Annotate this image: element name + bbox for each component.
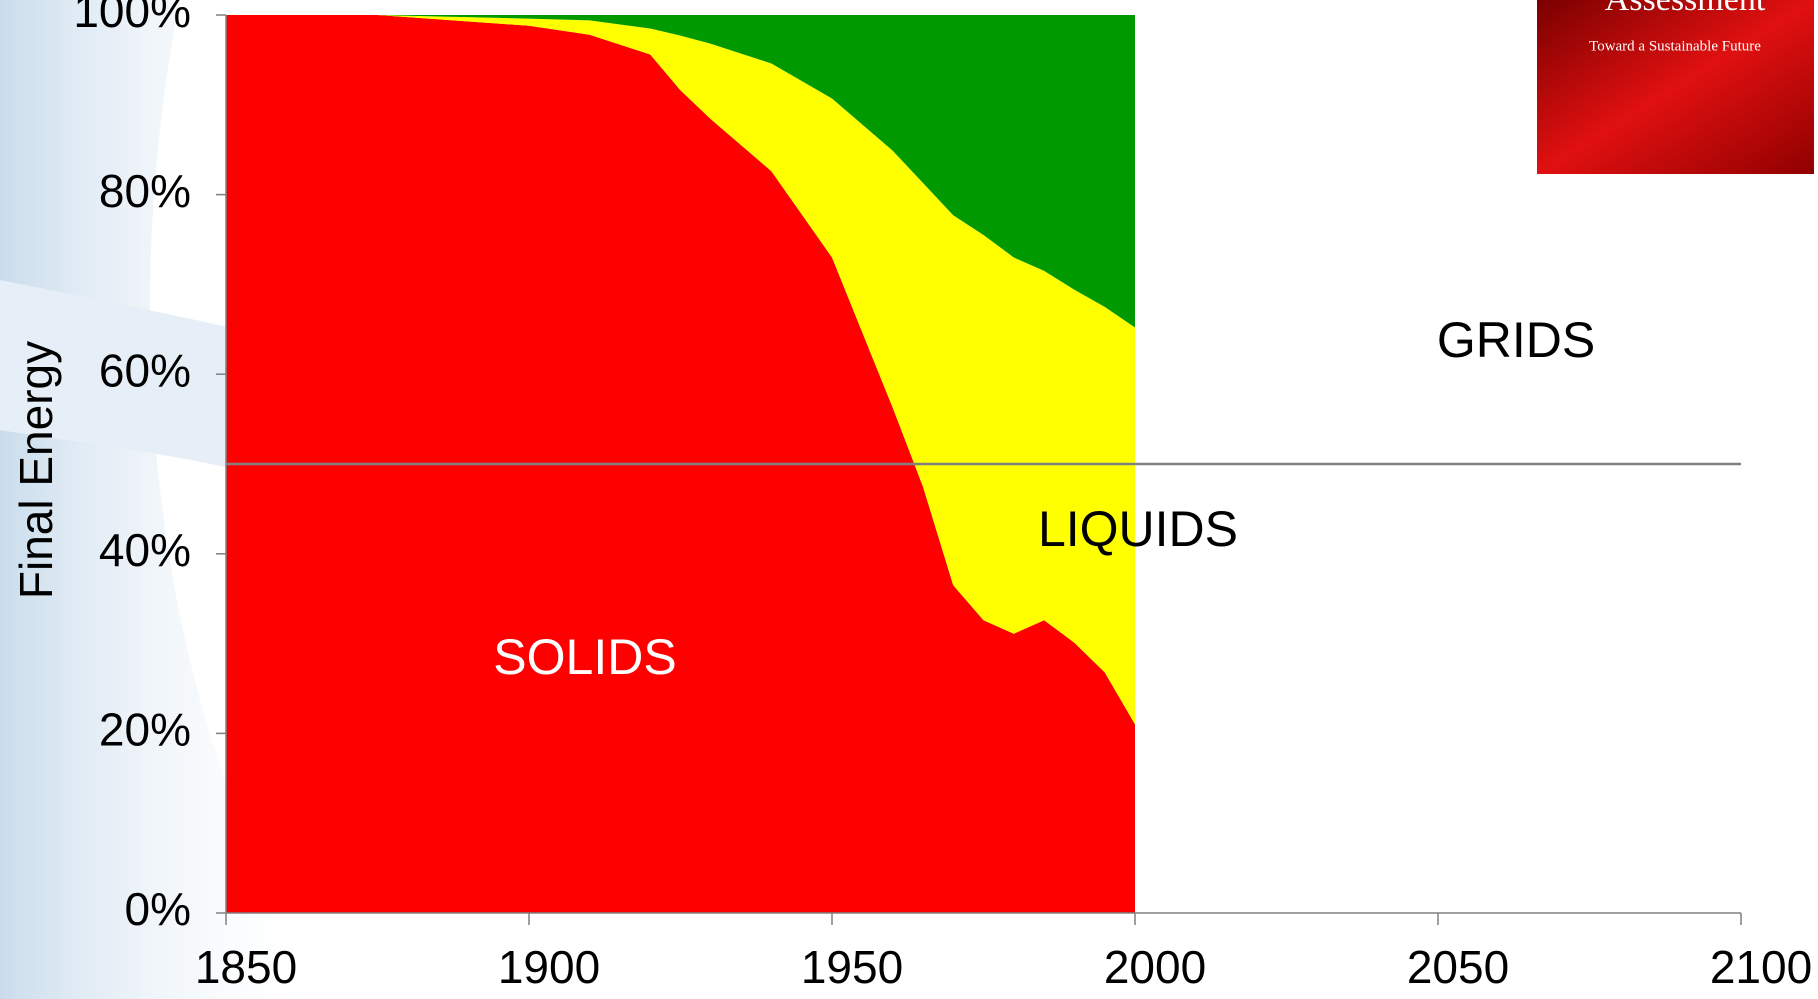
y-tick-label: 20%: [99, 704, 191, 756]
background-swoosh: [0, 0, 330, 999]
y-tick-label: 100%: [73, 0, 191, 37]
x-tick-label: 1900: [498, 941, 600, 993]
series-label: SOLIDS: [493, 629, 676, 685]
y-tick-label: 80%: [99, 165, 191, 217]
y-tick-label: 40%: [99, 524, 191, 576]
series-label: LIQUIDS: [1038, 501, 1238, 557]
cover-title: Assessment: [1605, 0, 1766, 18]
background-swoosh: [0, 280, 240, 470]
series-label: GRIDS: [1437, 312, 1595, 368]
y-tick-label: 60%: [99, 344, 191, 396]
y-tick-label: 0%: [125, 883, 191, 935]
area: [226, 15, 1135, 328]
x-tick-label: 2000: [1104, 941, 1206, 993]
cover-subtitle: Toward a Sustainable Future: [1589, 38, 1761, 54]
x-tick-label: 2100: [1710, 941, 1812, 993]
plot-area: 0% 20% 40% 60% 80% 100% 1850 1900 1950 2000 2050 21…: [73, 0, 1812, 993]
book-cover: Assessment Toward a Sustainable Future: [1537, 0, 1814, 174]
x-tick-label: 1950: [801, 941, 903, 993]
x-tick-label: 1850: [195, 941, 297, 993]
cover-image: [1537, 0, 1814, 174]
area: [226, 15, 1135, 725]
x-tick-label: 2050: [1407, 941, 1509, 993]
y-axis-title: Final Energy: [10, 341, 62, 599]
